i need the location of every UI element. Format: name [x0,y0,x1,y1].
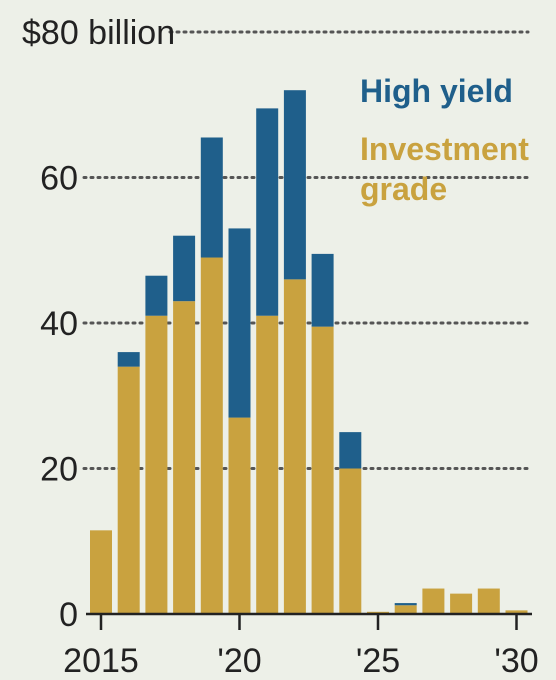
bar-high-yield [228,228,251,418]
x-tick-label: 2015 [63,642,139,680]
bar-high-yield [283,90,306,280]
bar-high-yield [200,137,223,258]
y-tick-label: 20 [40,451,78,489]
bar-investment-grade [422,588,445,614]
x-tick-label: '25 [356,642,400,680]
bar-high-yield [311,253,334,327]
bar-investment-grade [339,468,362,614]
bar-investment-grade [311,326,334,614]
bar-high-yield [117,352,140,367]
y-tick-label: 40 [40,305,78,343]
bar-investment-grade [117,366,140,614]
bar-investment-grade [256,315,279,614]
legend-high-yield: High yield [360,73,513,109]
bar-high-yield [256,108,279,316]
bar-high-yield [339,432,362,469]
bar-investment-grade [173,301,196,614]
x-axis [86,612,532,630]
legend-investment: Investment [360,131,529,167]
y-tick-label: 0 [59,596,78,634]
bar-investment-grade [200,257,223,614]
bar-investment-grade [90,530,112,614]
bar-investment-grade [228,417,251,614]
bar-investment-grade [283,279,306,614]
bar-investment-grade [477,588,500,614]
bar-high-yield [145,275,168,316]
gridlines [82,30,530,470]
y-tick-label: $80 billion [22,14,175,52]
bar-investment-grade [505,610,528,614]
bars [90,90,528,614]
bar-high-yield [173,235,196,302]
bar-investment-grade [394,605,417,614]
bar-investment-grade [145,315,168,614]
bar-investment-grade [450,593,473,614]
tick-labels: 0 20 40 60 $80 billion 2015 '20 '25 '30 [22,14,539,680]
y-tick-label: 60 [40,160,78,198]
legend: High yield Investment grade [360,73,529,207]
x-tick-label: '30 [494,642,538,680]
x-tick-label: '20 [217,642,261,680]
bar-high-yield [394,603,417,606]
legend-grade: grade [360,171,447,207]
